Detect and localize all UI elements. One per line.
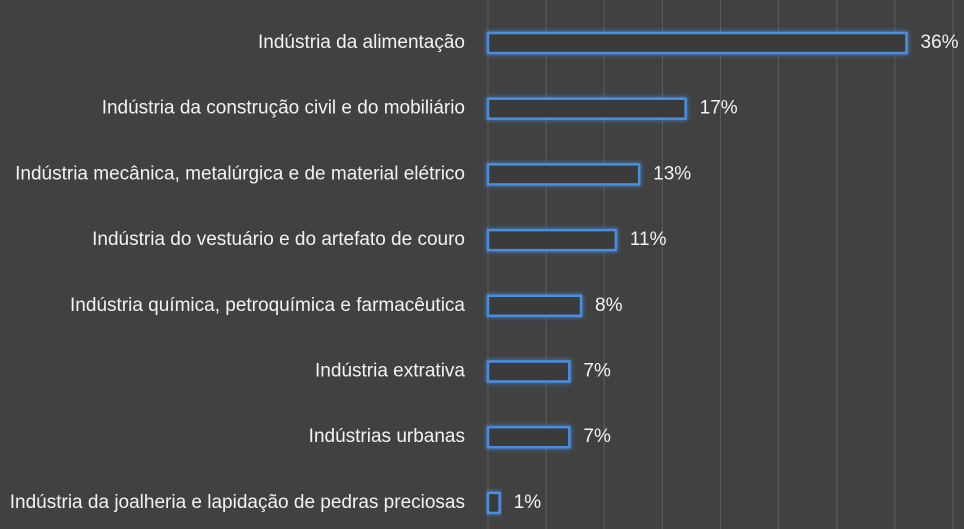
bar — [486, 163, 641, 186]
category-label: Indústria da joalheria e lapidação de pe… — [10, 492, 465, 513]
value-label: 13% — [653, 163, 691, 184]
value-label: 36% — [921, 32, 959, 53]
bar — [486, 228, 618, 252]
bar — [486, 31, 908, 55]
value-label: 17% — [700, 98, 738, 119]
value-label: 11% — [630, 229, 667, 250]
category-label: Indústrias urbanas — [309, 426, 465, 447]
category-label: Indústria química, petroquímica e farmac… — [70, 295, 465, 316]
value-label: 7% — [583, 426, 611, 447]
category-label: Indústria da alimentação — [258, 32, 465, 53]
bar — [486, 360, 571, 383]
value-label: 1% — [514, 492, 542, 513]
category-label: Indústria mecânica, metalúrgica e de mat… — [15, 163, 465, 184]
category-label: Indústria extrativa — [315, 361, 465, 382]
category-label: Indústria do vestuário e do artefato de … — [92, 229, 465, 250]
category-label: Indústria da construção civil e do mobil… — [102, 98, 465, 119]
bar — [486, 97, 687, 120]
value-label: 7% — [583, 361, 611, 382]
bar — [486, 425, 571, 449]
bar — [486, 294, 583, 318]
value-label: 8% — [595, 295, 623, 316]
bar — [486, 491, 501, 515]
